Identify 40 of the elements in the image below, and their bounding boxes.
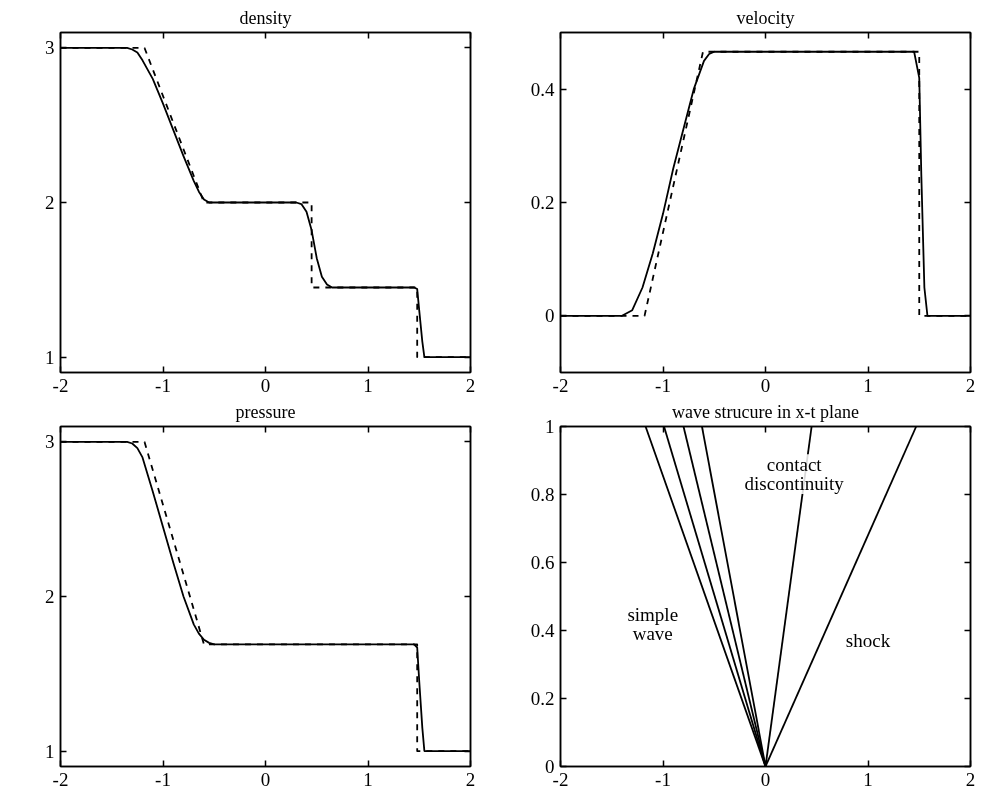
x-tick-label: -1	[155, 768, 171, 789]
x-tick-label: 2	[465, 768, 476, 789]
y-tick-label: 0.6	[530, 552, 555, 573]
x-tick-label: -2	[52, 374, 69, 396]
y-tick-label: 0.8	[530, 484, 555, 505]
y-tick-label: 3	[45, 37, 55, 59]
x-tick-label: 2	[965, 768, 976, 789]
x-tick-label: -2	[552, 374, 569, 396]
y-tick-label: 3	[45, 431, 55, 453]
chart-title: pressure	[235, 401, 296, 422]
x-tick-label: -2	[52, 768, 69, 789]
x-tick-label: 2	[465, 374, 476, 396]
x-tick-label: 0	[260, 768, 271, 789]
x-tick-label: 2	[965, 374, 976, 396]
chart-title: wave strucure in x-t plane	[672, 401, 859, 422]
x-tick-label: 1	[363, 374, 373, 396]
x-tick-label: 0	[760, 374, 771, 396]
y-tick-label: 0.2	[530, 192, 555, 213]
y-tick-label: 1	[45, 346, 55, 368]
y-tick-label: 0.4	[530, 620, 555, 641]
y-tick-label: 0.2	[530, 688, 555, 709]
y-tick-label: 2	[45, 192, 55, 213]
x-tick-label: 0	[760, 768, 771, 789]
chart-title: velocity	[736, 7, 795, 28]
x-tick-label: 1	[363, 768, 373, 789]
x-tick-label: -1	[155, 374, 171, 396]
x-tick-label: -1	[655, 768, 671, 789]
annotation: simple wave	[627, 603, 679, 644]
y-tick-label: 1	[545, 416, 555, 437]
y-tick-label: 0.4	[530, 78, 555, 100]
y-tick-label: 2	[45, 586, 55, 607]
x-tick-label: 1	[863, 768, 873, 789]
y-tick-label: 0	[545, 305, 555, 327]
chart-title: density	[239, 7, 292, 28]
x-tick-label: 0	[260, 374, 271, 396]
y-tick-label: 1	[45, 740, 55, 762]
x-tick-label: 1	[863, 374, 873, 396]
annotation: shock	[845, 630, 891, 652]
annotation: contact discontinuity	[744, 454, 845, 495]
x-tick-label: -1	[655, 374, 671, 396]
